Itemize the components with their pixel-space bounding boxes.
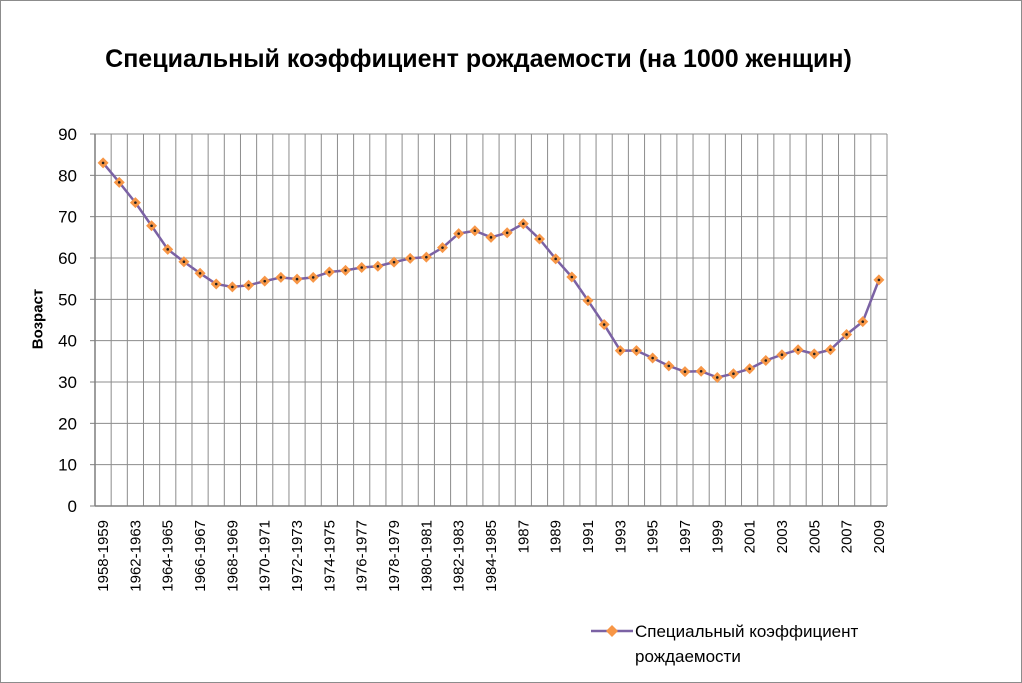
x-tick-label: 1972-1973	[289, 520, 306, 592]
data-point-center	[182, 260, 186, 264]
x-tick-label: 1984-1985	[483, 520, 500, 592]
data-point-center	[619, 349, 622, 352]
x-tick-label: 1978-1979	[386, 520, 403, 592]
data-point-center	[101, 161, 105, 165]
x-tick-label: 1970-1971	[257, 520, 274, 592]
data-point-center	[441, 246, 444, 249]
data-point-center	[311, 276, 315, 279]
chart-title: Специальный коэффициент рождаемости (на …	[105, 45, 852, 73]
legend-label: Специальный коэффициент рождаемости	[635, 622, 859, 666]
data-point-center	[635, 349, 638, 352]
data-point-center	[150, 224, 153, 228]
legend: Специальный коэффициент рождаемости	[589, 619, 889, 671]
data-point-center	[715, 376, 719, 379]
data-point-center	[877, 278, 881, 282]
data-point-center	[473, 229, 477, 233]
x-tick-label: 1980-1981	[418, 520, 435, 592]
data-point-center	[538, 237, 541, 241]
x-tick-label: 2005	[806, 520, 823, 553]
data-point-center	[829, 348, 832, 352]
data-point-center	[748, 367, 751, 371]
data-point-center	[214, 282, 218, 286]
x-tick-label: 2007	[839, 520, 856, 553]
y-axis-label: Возраст	[29, 288, 47, 350]
data-point-center	[522, 222, 525, 225]
data-point-center	[279, 276, 283, 279]
data-point-center	[263, 279, 267, 283]
data-point-center	[780, 353, 784, 357]
x-tick-label: 1987	[515, 520, 532, 553]
x-tick-label: 2003	[774, 520, 791, 553]
x-tick-label: 1958-1959	[95, 520, 112, 592]
data-point-center	[812, 352, 816, 356]
plot-area	[95, 134, 887, 506]
y-tick-label: 70	[58, 208, 77, 227]
y-tick-label: 60	[58, 249, 77, 268]
x-tick-label: 1993	[612, 520, 629, 553]
y-tick-label: 40	[58, 332, 77, 351]
data-point-center	[764, 359, 768, 362]
data-point-center	[295, 277, 299, 281]
data-point-center	[796, 348, 800, 352]
y-tick-label: 90	[58, 125, 77, 144]
data-point-center	[845, 333, 848, 336]
x-tick-label: 1974-1975	[321, 520, 338, 592]
data-point-center	[667, 364, 671, 368]
data-point-center	[861, 320, 865, 323]
y-tick-label: 30	[58, 373, 77, 392]
data-point-center	[651, 356, 654, 360]
x-tick-label: 1989	[548, 520, 565, 553]
data-point-center	[134, 201, 137, 204]
data-point-center	[505, 231, 509, 235]
data-point-center	[231, 285, 234, 289]
x-tick-label: 1966-1967	[192, 520, 209, 592]
x-tick-label: 1968-1969	[224, 520, 241, 592]
y-tick-label: 50	[58, 290, 77, 309]
x-tick-label: 1964-1965	[160, 520, 177, 592]
data-point-center	[360, 266, 363, 269]
y-tick-label: 80	[58, 166, 77, 185]
x-tick-label: 2001	[742, 520, 759, 553]
data-point-center	[117, 181, 121, 184]
data-point-center	[457, 232, 460, 235]
x-tick-label: 1997	[677, 520, 694, 553]
data-point-center	[198, 271, 202, 275]
data-point-center	[554, 257, 557, 261]
x-tick-label: 1976-1977	[354, 520, 371, 592]
data-point-center	[586, 299, 590, 302]
x-tick-label: 1999	[709, 520, 726, 553]
data-point-center	[699, 369, 703, 373]
x-tick-label: 1982-1983	[451, 520, 468, 592]
data-point-center	[489, 236, 493, 239]
x-tick-label: 2009	[871, 520, 888, 553]
x-tick-label: 1995	[645, 520, 662, 553]
data-point-center	[344, 269, 347, 272]
x-tick-label: 1962-1963	[127, 520, 144, 592]
data-point-center	[732, 372, 735, 376]
legend-marker	[591, 625, 633, 637]
data-point-center	[683, 370, 687, 373]
data-point-center	[166, 248, 170, 251]
y-tick-label: 20	[58, 414, 77, 433]
data-point-center	[392, 260, 396, 264]
y-tick-label: 0	[68, 497, 77, 516]
y-tick-label: 10	[58, 456, 77, 475]
data-point-center	[247, 283, 250, 287]
data-point-center	[408, 257, 412, 260]
data-point-center	[376, 264, 380, 268]
x-tick-label: 1991	[580, 520, 597, 553]
data-point-center	[602, 323, 606, 326]
data-point-center	[425, 255, 428, 259]
data-point-center	[570, 275, 574, 279]
data-point-center	[328, 270, 331, 274]
